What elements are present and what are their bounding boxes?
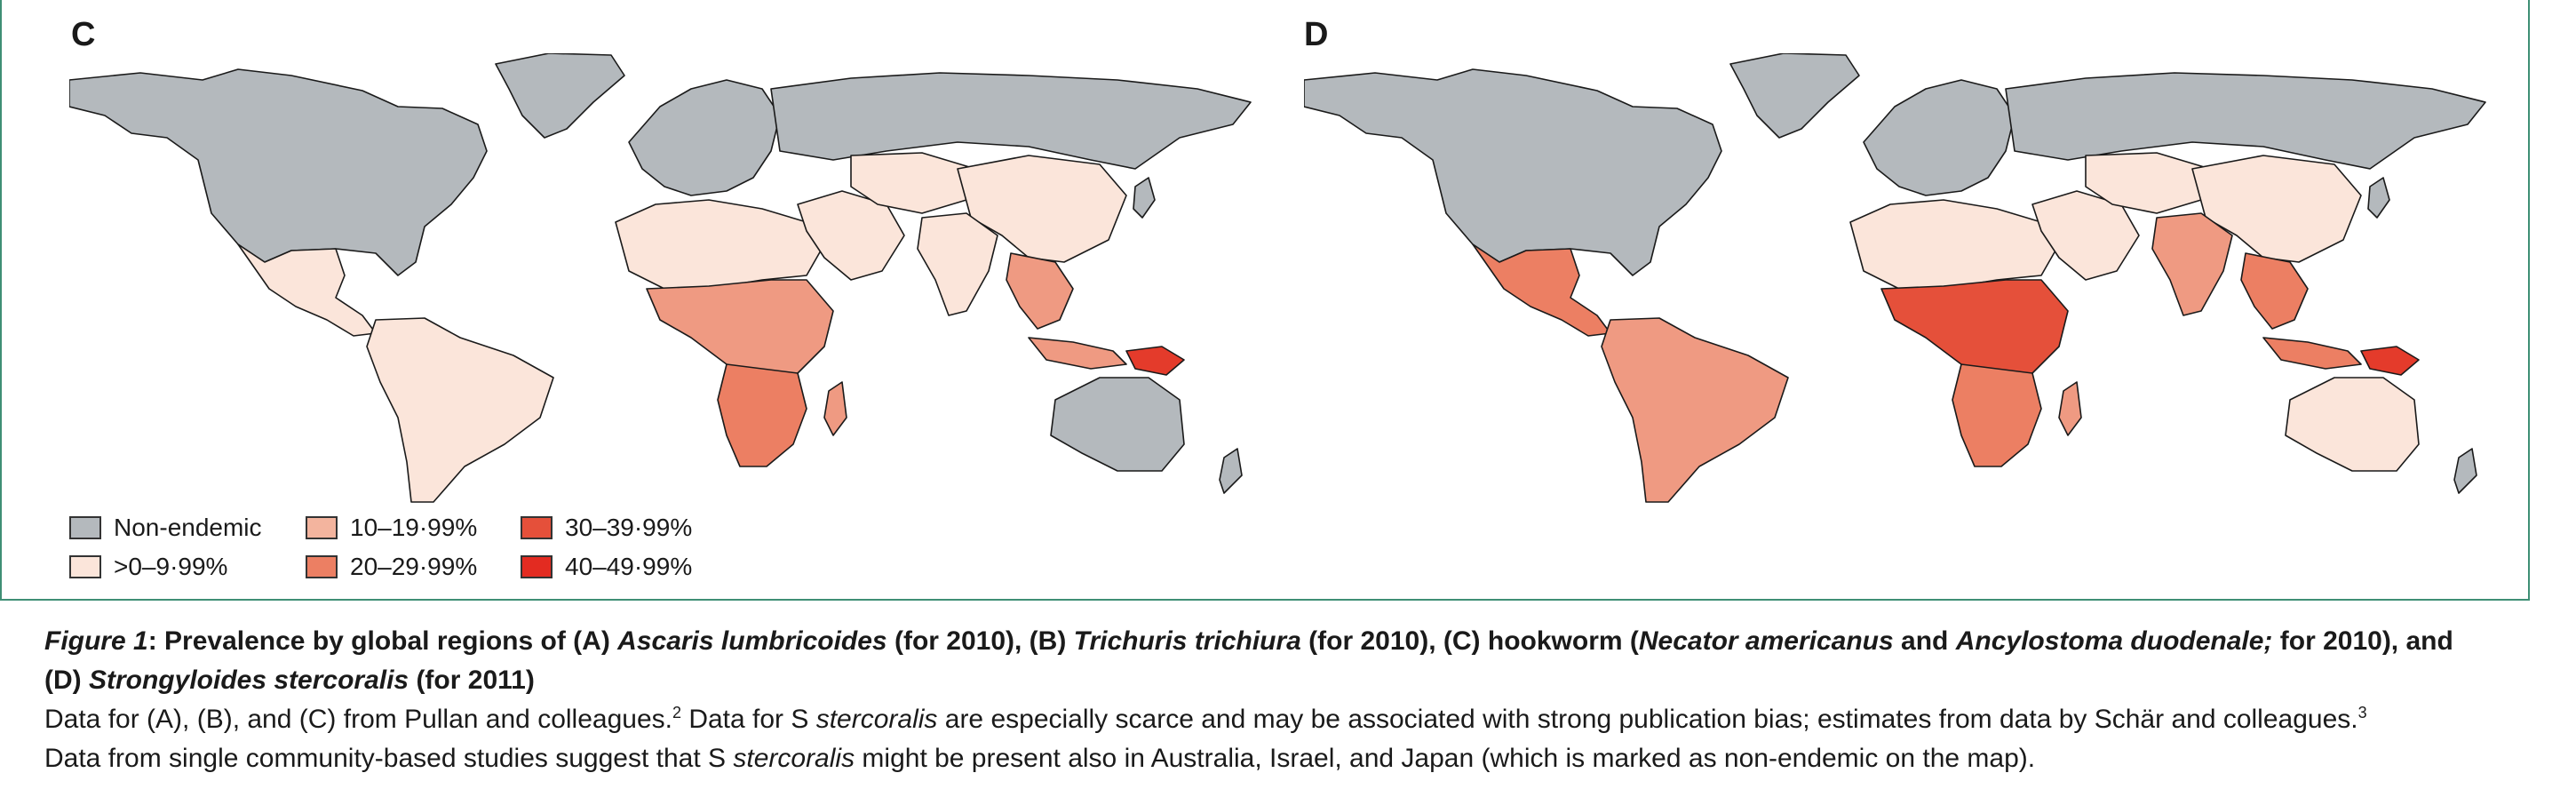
region-europe	[628, 79, 781, 196]
region-north-africa	[1849, 199, 2060, 290]
caption-text: (for 2010), (B)	[886, 626, 1074, 656]
region-madagascar	[2058, 381, 2082, 436]
region-australia	[1050, 377, 1185, 472]
world-map-panel-c	[69, 53, 1252, 503]
region-new-zealand	[1219, 448, 1243, 494]
species-name: Necator americanus	[1638, 626, 1894, 656]
region-greenland	[495, 53, 625, 139]
legend-item: Non-endemic	[69, 514, 262, 542]
region-china	[2191, 155, 2362, 263]
legend-swatch	[521, 516, 553, 539]
caption-text: (for 2011)	[409, 665, 535, 695]
caption-title-line-1: Figure 1: Prevalence by global regions o…	[44, 622, 2532, 661]
region-indonesia	[1028, 337, 1127, 370]
region-russia	[770, 72, 1252, 170]
legend-label: >0–9·99%	[114, 553, 228, 580]
legend-swatch	[69, 516, 101, 539]
region-new-zealand	[2453, 448, 2477, 494]
region-central-america	[237, 243, 377, 337]
legend-swatch	[306, 516, 338, 539]
legend-label: 20–29·99%	[350, 553, 478, 580]
region-madagascar	[823, 381, 847, 436]
legend-swatch	[521, 555, 553, 578]
legend-swatch	[69, 555, 101, 578]
species-name: stercoralis	[815, 705, 938, 734]
caption-body-line-2: Data from single community-based studies…	[44, 739, 2532, 778]
legend-item: 30–39·99%	[521, 514, 692, 542]
legend-swatch	[306, 555, 338, 578]
region-subsaharan-africa	[646, 279, 834, 379]
region-russia	[2005, 72, 2486, 170]
region-new-guinea	[2360, 346, 2420, 376]
caption-text: might be present also in Australia, Isra…	[855, 744, 2036, 773]
region-china	[957, 155, 1127, 263]
world-map-panel-d	[1304, 53, 2486, 503]
species-name: stercoralis	[733, 744, 855, 773]
region-southeast-asia	[2240, 252, 2309, 330]
region-japan	[1133, 177, 1156, 219]
caption-text: (D)	[44, 665, 89, 695]
region-indonesia	[2262, 337, 2362, 370]
region-central-america	[1472, 243, 1611, 337]
region-south-america	[366, 317, 554, 503]
caption-text: Data for (A), (B), and (C) from Pullan a…	[44, 705, 672, 734]
figure-label: Figure 1	[44, 626, 148, 656]
legend-label: 30–39·99%	[565, 514, 693, 541]
region-central-asia	[2085, 152, 2211, 214]
region-greenland	[1729, 53, 1860, 139]
legend-item: >0–9·99%	[69, 553, 227, 581]
caption-text: and	[1893, 626, 1956, 656]
region-india	[2151, 212, 2233, 316]
species-name: Trichuris trichiura	[1073, 626, 1301, 656]
legend-item: 10–19·99%	[306, 514, 477, 542]
figure-frame	[0, 0, 2530, 601]
region-australia	[2285, 377, 2420, 472]
region-middle-east	[2031, 190, 2140, 281]
panel-letter-d: D	[1304, 16, 1329, 53]
caption-text: : Prevalence by global regions of (A)	[147, 626, 618, 656]
region-subsaharan-africa	[1880, 279, 2069, 379]
region-south-america	[1601, 317, 1789, 503]
caption-text: Data from single community-based studies…	[44, 744, 734, 773]
legend-label: 40–49·99%	[565, 553, 693, 580]
caption-text: are especially scarce and may be associa…	[937, 705, 2358, 734]
region-north-america	[1304, 68, 1722, 276]
reference-superscript: 3	[2357, 704, 2367, 721]
reference-superscript: 2	[672, 704, 681, 721]
species-name: Ascaris lumbricoides	[617, 626, 887, 656]
region-southeast-asia	[1006, 252, 1074, 330]
caption-title-line-2: (D) Strongyloides stercoralis (for 2011)	[44, 661, 2532, 700]
region-north-america	[69, 68, 488, 276]
panel-letter-c: C	[71, 16, 96, 53]
caption-text: (for 2010), (C) hookworm (	[1300, 626, 1639, 656]
species-name: Strongyloides stercoralis	[88, 665, 409, 695]
region-north-africa	[615, 199, 825, 290]
region-europe	[1863, 79, 2015, 196]
region-central-asia	[850, 152, 976, 214]
caption-text: Data for S	[680, 705, 816, 734]
legend-item: 20–29·99%	[306, 553, 477, 581]
region-southern-africa	[1952, 363, 2042, 467]
legend-label: 10–19·99%	[350, 514, 478, 541]
region-india	[917, 212, 998, 316]
figure-caption: Figure 1: Prevalence by global regions o…	[44, 622, 2532, 778]
caption-text: for 2010), and	[2272, 626, 2453, 656]
region-japan	[2367, 177, 2390, 219]
region-middle-east	[797, 190, 905, 281]
species-name: Ancylostoma duodenale;	[1955, 626, 2273, 656]
legend-label: Non-endemic	[114, 514, 262, 541]
caption-body-line-1: Data for (A), (B), and (C) from Pullan a…	[44, 700, 2532, 739]
region-southern-africa	[717, 363, 807, 467]
legend-item: 40–49·99%	[521, 553, 692, 581]
region-new-guinea	[1125, 346, 1185, 376]
map-legend: Non-endemic >0–9·99% 10–19·99% 20–29·99%…	[69, 514, 744, 586]
